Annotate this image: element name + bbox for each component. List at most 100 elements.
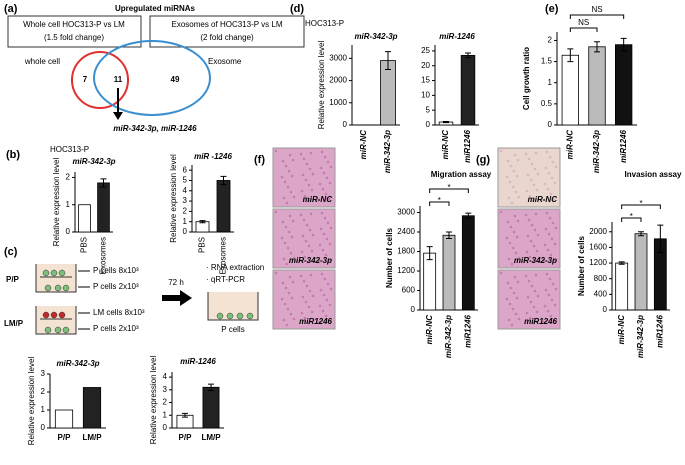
cell-dot (301, 173, 305, 177)
y-tick-label: 0 (41, 423, 46, 432)
cell-dot (324, 192, 328, 196)
cell-dot (516, 158, 520, 162)
y-tick-label: 1600 (589, 243, 607, 252)
cell-dot (299, 152, 303, 156)
cell-dot (507, 318, 511, 322)
group-label: P/P (6, 275, 20, 284)
cell-dot (310, 188, 314, 192)
x-tick-label: P/P (179, 433, 193, 442)
cell-dot (309, 212, 313, 216)
cell-dot (304, 300, 308, 304)
cell-dot (299, 274, 303, 278)
cell-dot (317, 259, 321, 263)
cell-count: P cells 2x10³ (93, 282, 139, 291)
y-tick-label: 400 (594, 289, 608, 298)
x-tick-label: LM/P (201, 433, 221, 442)
cell-dot (328, 181, 332, 185)
cell-count: P cells 2x10³ (93, 324, 139, 333)
y-tick-label: 3 (163, 385, 168, 394)
cell-dot (507, 196, 511, 200)
bar (615, 44, 633, 126)
venn-circle (93, 40, 211, 116)
cell-dot (283, 302, 287, 306)
y-tick-label: 25 (421, 46, 430, 55)
cell-dot (318, 243, 322, 247)
y-tick-label: 2000 (329, 76, 347, 85)
cell-dot (530, 223, 534, 227)
step: · RNA extraction (206, 263, 264, 272)
cell-dot (528, 316, 532, 320)
box (7, 15, 142, 48)
panel-letter: (b) (6, 149, 20, 161)
cell-dot (326, 160, 330, 164)
y-tick-label: 4 (183, 186, 188, 195)
venn-circle (71, 51, 129, 109)
bar (588, 46, 606, 126)
y-tick-label: 0 (343, 120, 348, 129)
cell-dot (328, 242, 332, 246)
cell-dot (326, 282, 330, 286)
y-tick-label: 6 (183, 165, 188, 174)
cell-dot (282, 196, 286, 200)
cell-dot (506, 220, 510, 224)
y-tick-label: 0 (411, 305, 416, 314)
cell-dot (286, 307, 290, 311)
panel-letter: (f) (254, 154, 265, 166)
y-tick-label: 0 (163, 423, 168, 432)
bracket (429, 188, 469, 193)
cell-dot (534, 273, 538, 277)
y-axis-label: Cell growth ratio (522, 47, 531, 110)
cell-dot (514, 312, 518, 316)
cell-dot (545, 211, 549, 215)
cell-dot (552, 319, 556, 323)
cell-dot (529, 239, 533, 243)
y-tick-label: 1200 (397, 266, 415, 275)
error-bar (208, 383, 214, 391)
y-tick-label: 20 (421, 61, 430, 70)
x-tick-label: miR-342-3p (444, 315, 453, 358)
venn-title: Upregulated miRNAs (115, 4, 196, 13)
bar (195, 221, 210, 233)
error-bar (620, 37, 627, 52)
x-tick-label: miR-342-3p (636, 315, 645, 358)
cell-dot (548, 216, 552, 220)
y-tick-label: 2400 (397, 227, 415, 236)
cell-dot (284, 286, 288, 290)
bar (78, 204, 91, 233)
cell-count: P cells 8x10³ (93, 266, 139, 275)
arrow (162, 290, 192, 306)
cell-dot (508, 241, 512, 245)
x-tick-label: PBS (198, 237, 207, 253)
micrograph-label: miR1246 (524, 317, 557, 326)
cell-dot (322, 232, 326, 236)
cell-dot (515, 235, 519, 239)
cell-dot (303, 255, 307, 259)
error-bar (594, 41, 600, 53)
annotation: * (639, 199, 642, 208)
cell-dot (328, 303, 332, 307)
step: · qRT-PCR (206, 275, 245, 284)
error-bar (446, 231, 452, 239)
cell-dot (530, 162, 534, 166)
cell-dot (321, 309, 325, 313)
panel-letter: (g) (476, 154, 490, 166)
y-tick-label: 1 (41, 405, 46, 414)
cell-dot (542, 198, 546, 202)
cell-dot (526, 295, 530, 299)
cell-dot (525, 311, 529, 315)
y-axis-label: Relative expression level (52, 158, 61, 247)
cell-dot (543, 182, 547, 186)
cell-dot (552, 197, 556, 201)
cell-dot (516, 280, 520, 284)
y-tick-label: 15 (421, 76, 430, 85)
cell-dot (553, 303, 557, 307)
x-tick-label: miR-NC (617, 315, 626, 345)
cell-dot (329, 226, 333, 230)
error-bar (199, 220, 206, 224)
panel-letter: (a) (4, 3, 18, 15)
cell-dot (290, 174, 294, 178)
cell-dot (281, 220, 285, 224)
cells (42, 269, 70, 292)
cell-dot (551, 221, 555, 225)
